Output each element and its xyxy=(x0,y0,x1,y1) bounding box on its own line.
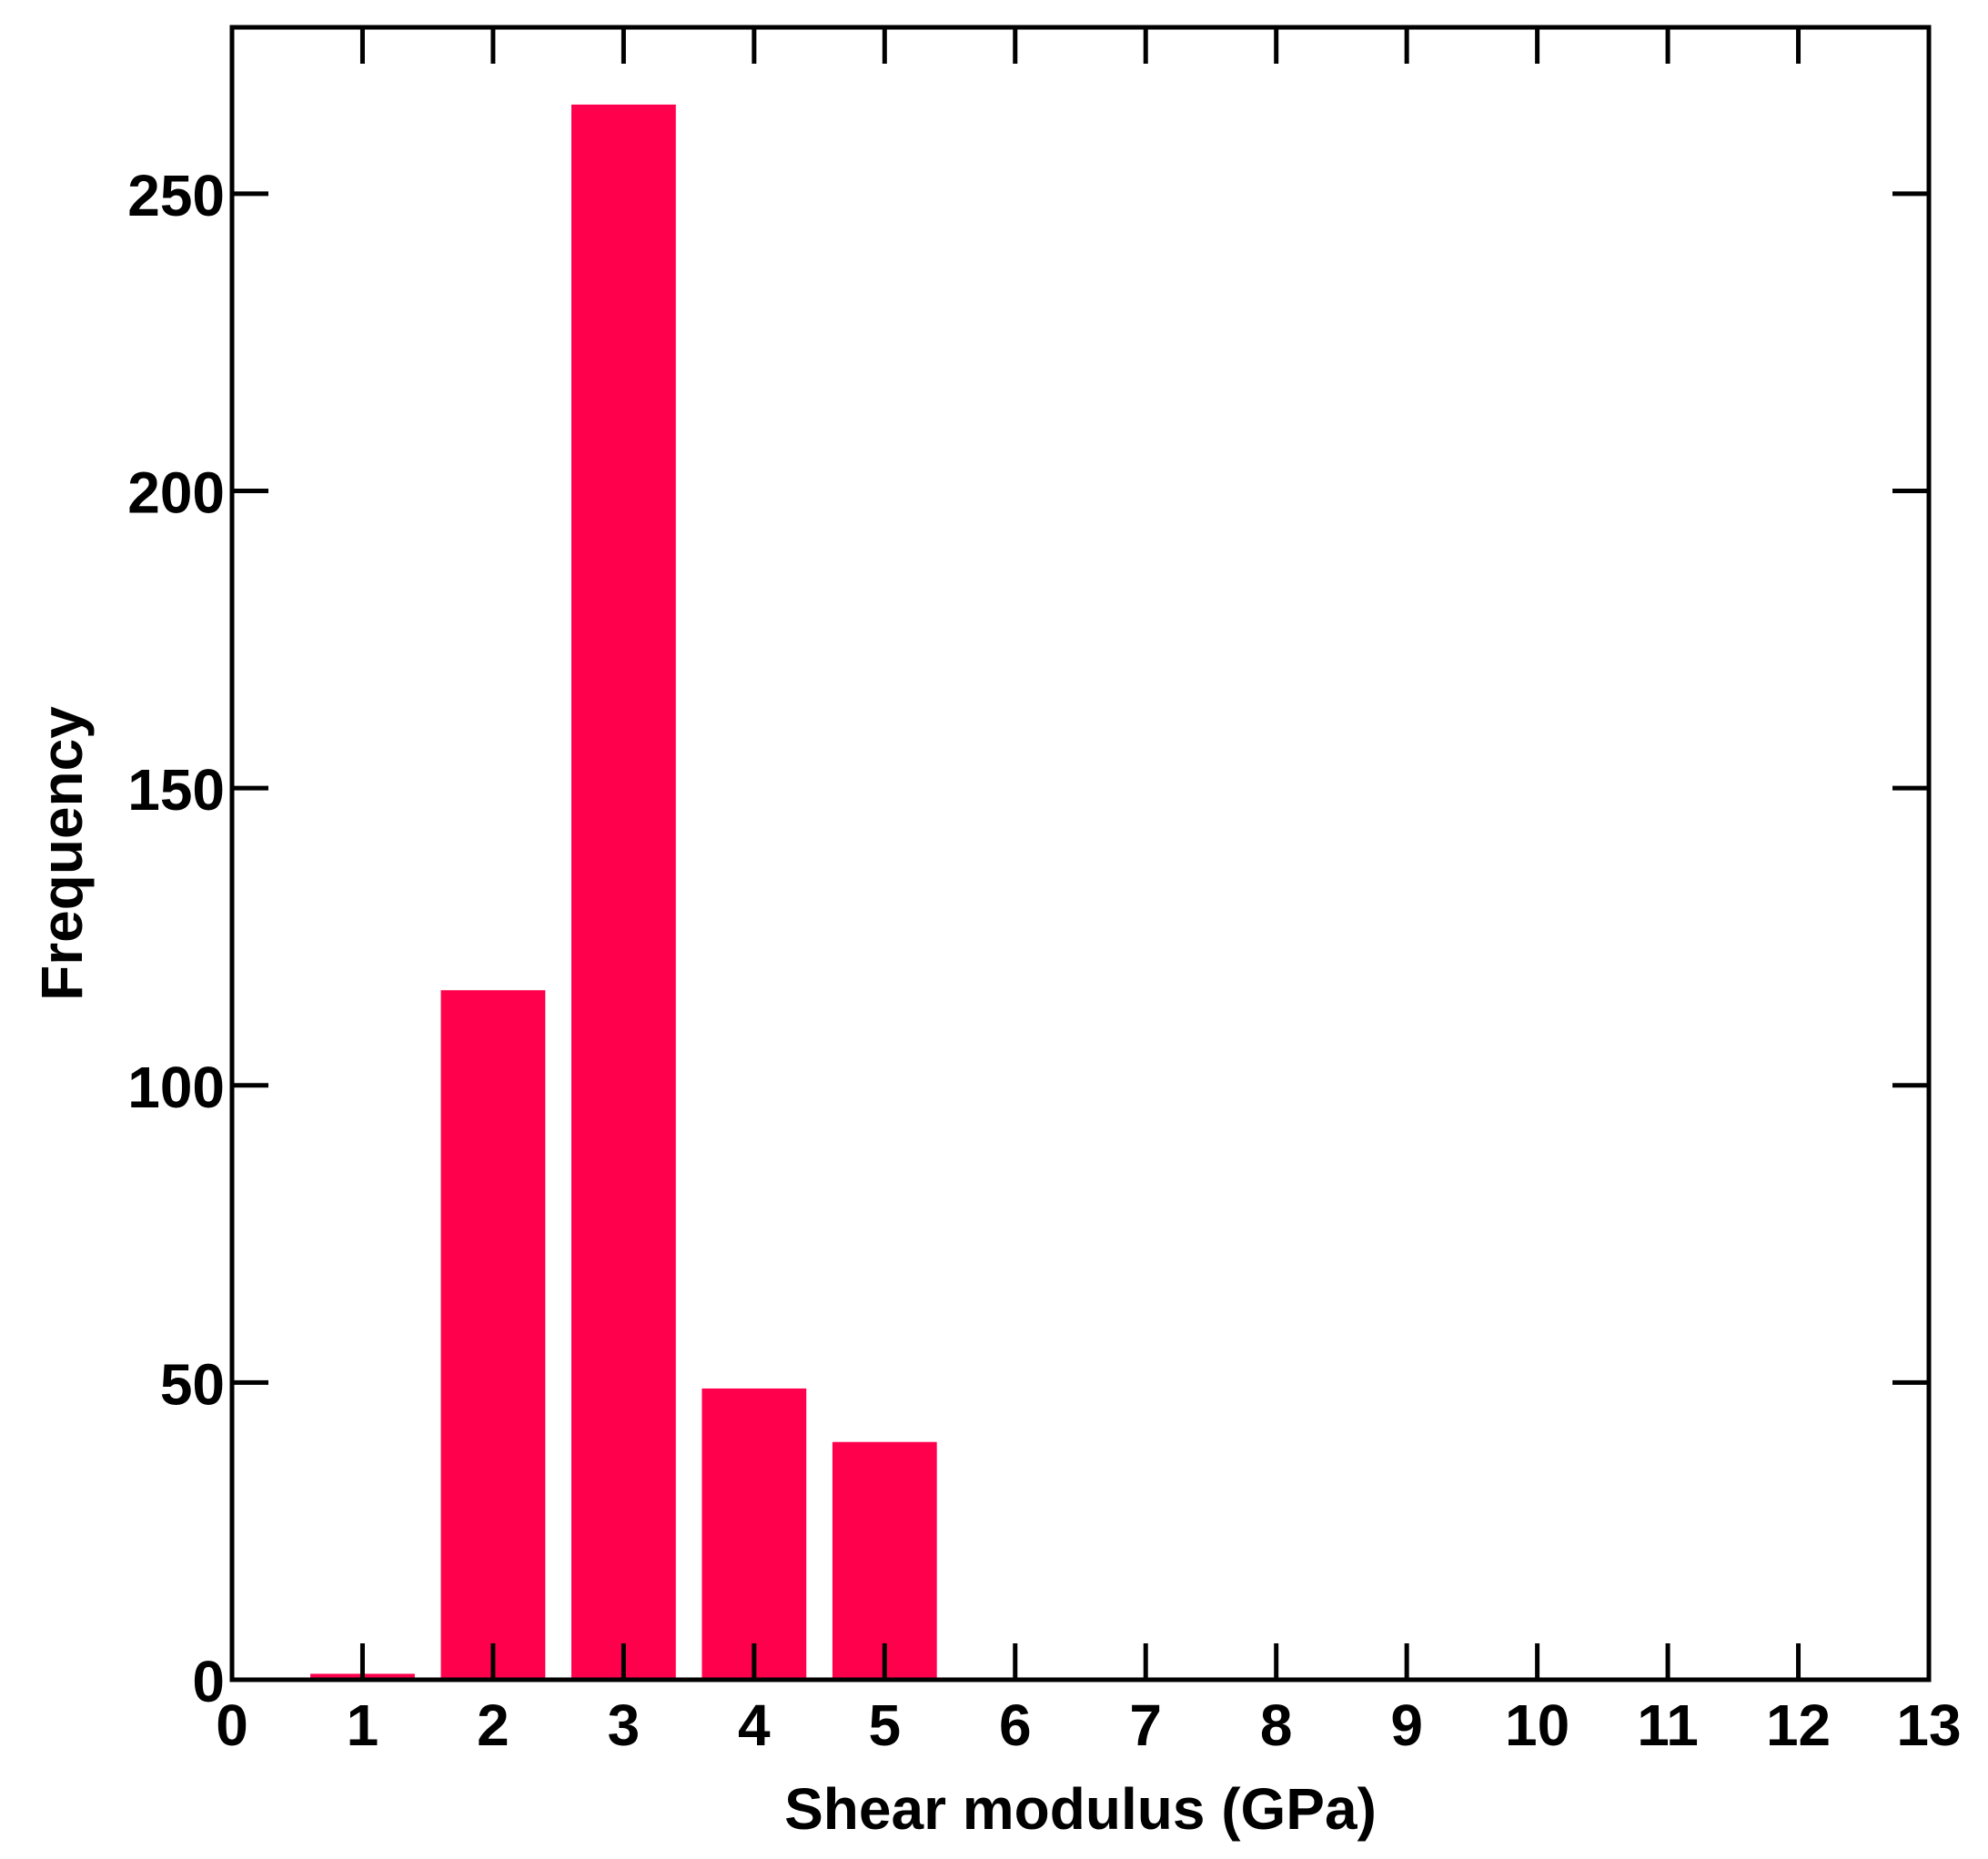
plot-frame xyxy=(229,25,1932,1682)
y-tick-label-200: 200 xyxy=(127,460,225,526)
x-tick-label-9: 9 xyxy=(1390,1692,1423,1758)
x-tick-label-1: 1 xyxy=(347,1692,379,1758)
x-tick-label-5: 5 xyxy=(869,1692,902,1758)
bar-4 xyxy=(701,1388,807,1680)
x-tick-label-3: 3 xyxy=(608,1692,641,1758)
x-axis-label: Shear modulus (GPa) xyxy=(784,1776,1377,1842)
x-tick-label-8: 8 xyxy=(1260,1692,1293,1758)
bar-5 xyxy=(832,1441,937,1680)
bar-3 xyxy=(571,104,676,1680)
x-tick-label-13: 13 xyxy=(1896,1692,1961,1758)
y-tick-label-250: 250 xyxy=(127,163,225,228)
x-tick-label-4: 4 xyxy=(738,1692,771,1758)
x-tick-labels: 0 1 2 3 4 5 6 7 8 9 10 11 12 13 xyxy=(216,1692,1961,1758)
ticks-group xyxy=(232,27,1929,1680)
bar-2 xyxy=(440,990,546,1680)
y-axis-label: Frequency xyxy=(29,706,95,1001)
x-tick-label-2: 2 xyxy=(477,1692,510,1758)
y-tick-label-50: 50 xyxy=(160,1351,225,1417)
x-tick-label-0: 0 xyxy=(216,1692,248,1758)
y-tick-label-100: 100 xyxy=(127,1055,225,1120)
x-tick-label-10: 10 xyxy=(1505,1692,1569,1758)
y-tick-label-0: 0 xyxy=(192,1649,225,1714)
x-tick-label-6: 6 xyxy=(999,1692,1032,1758)
y-tick-label-150: 150 xyxy=(127,757,225,823)
y-tick-labels: 0 50 100 150 200 250 xyxy=(127,163,225,1714)
x-tick-label-11: 11 xyxy=(1637,1692,1699,1758)
x-tick-label-12: 12 xyxy=(1766,1692,1831,1758)
x-tick-label-7: 7 xyxy=(1129,1692,1162,1758)
bars-group xyxy=(310,104,937,1680)
